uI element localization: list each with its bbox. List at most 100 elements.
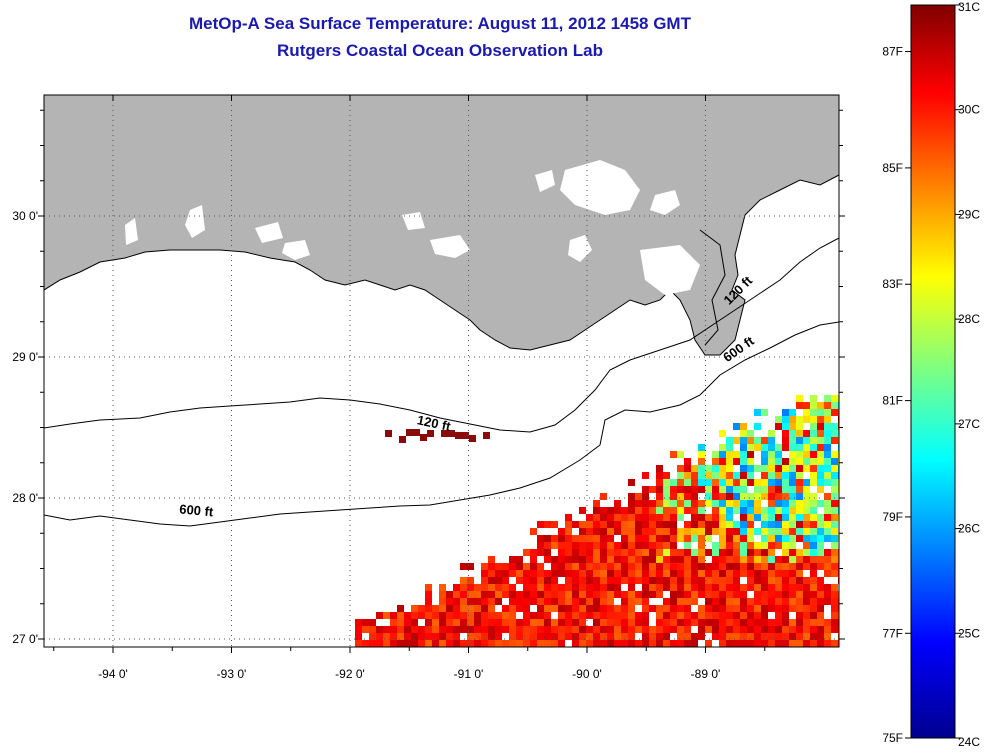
sst-pixel bbox=[782, 493, 789, 500]
sst-pixel bbox=[544, 535, 551, 542]
sst-pixel bbox=[810, 465, 817, 472]
sst-pixel bbox=[565, 612, 572, 619]
sst-pixel bbox=[740, 619, 747, 626]
sst-pixel bbox=[656, 626, 663, 633]
sst-pixel bbox=[677, 591, 684, 598]
sst-pixel bbox=[502, 577, 509, 584]
sst-pixel bbox=[383, 633, 390, 640]
sst-pixel bbox=[810, 416, 817, 423]
sst-pixel bbox=[572, 521, 579, 528]
sst-pixel bbox=[726, 577, 733, 584]
sst-pixel bbox=[712, 493, 719, 500]
sst-pixel bbox=[607, 598, 614, 605]
sst-pixel bbox=[726, 444, 733, 451]
sst-pixel bbox=[705, 640, 712, 647]
sst-pixel bbox=[677, 598, 684, 605]
sst-pixel bbox=[628, 584, 635, 591]
sst-pixel bbox=[600, 493, 607, 500]
sst-pixel bbox=[684, 486, 691, 493]
sst-pixel bbox=[481, 619, 488, 626]
sst-pixel bbox=[474, 626, 481, 633]
sst-pixel bbox=[397, 612, 404, 619]
sst-pixel bbox=[474, 591, 481, 598]
x-tick-label: -90 0' bbox=[572, 667, 602, 681]
sst-pixel bbox=[586, 598, 593, 605]
sst-pixel bbox=[635, 563, 642, 570]
sst-pixel bbox=[803, 542, 810, 549]
sst-pixel bbox=[803, 549, 810, 556]
sst-pixel bbox=[439, 626, 446, 633]
sst-pixel bbox=[768, 570, 775, 577]
sst-pixel bbox=[460, 577, 467, 584]
sst-pixel bbox=[810, 584, 817, 591]
sst-pixel bbox=[600, 570, 607, 577]
sst-pixel bbox=[474, 612, 481, 619]
sst-pixel bbox=[565, 591, 572, 598]
sst-pixel bbox=[649, 640, 656, 647]
sst-pixel bbox=[824, 626, 831, 633]
sst-pixel bbox=[399, 436, 406, 443]
sst-pixel bbox=[677, 577, 684, 584]
sst-pixel bbox=[628, 563, 635, 570]
sst-pixel bbox=[691, 514, 698, 521]
sst-pixel bbox=[502, 563, 509, 570]
sst-pixel bbox=[607, 563, 614, 570]
sst-pixel bbox=[544, 598, 551, 605]
sst-pixel bbox=[607, 612, 614, 619]
sst-pixel bbox=[789, 549, 796, 556]
sst-pixel bbox=[572, 542, 579, 549]
sst-pixel bbox=[670, 486, 677, 493]
sst-pixel bbox=[663, 605, 670, 612]
sst-pixel bbox=[614, 626, 621, 633]
sst-pixel bbox=[719, 514, 726, 521]
sst-pixel bbox=[502, 619, 509, 626]
sst-pixel bbox=[677, 514, 684, 521]
sst-pixel bbox=[628, 577, 635, 584]
sst-pixel bbox=[579, 577, 586, 584]
sst-pixel bbox=[817, 465, 824, 472]
sst-pixel bbox=[663, 577, 670, 584]
sst-pixel bbox=[369, 619, 376, 626]
sst-pixel bbox=[593, 521, 600, 528]
sst-pixel bbox=[467, 640, 474, 647]
sst-pixel bbox=[831, 542, 838, 549]
sst-pixel bbox=[572, 563, 579, 570]
sst-pixel bbox=[621, 605, 628, 612]
sst-pixel bbox=[439, 619, 446, 626]
sst-pixel bbox=[649, 563, 656, 570]
sst-pixel bbox=[698, 633, 705, 640]
sst-pixel bbox=[502, 591, 509, 598]
sst-pixel bbox=[614, 500, 621, 507]
sst-pixel bbox=[768, 591, 775, 598]
sst-pixel bbox=[719, 584, 726, 591]
sst-pixel bbox=[516, 591, 523, 598]
sst-pixel bbox=[831, 479, 838, 486]
sst-pixel bbox=[733, 437, 740, 444]
sst-pixel bbox=[733, 458, 740, 465]
sst-pixel bbox=[411, 626, 418, 633]
sst-pixel bbox=[635, 514, 642, 521]
sst-pixel bbox=[495, 633, 502, 640]
sst-pixel bbox=[579, 507, 586, 514]
sst-pixel bbox=[775, 640, 782, 647]
sst-pixel bbox=[803, 633, 810, 640]
sst-pixel bbox=[747, 493, 754, 500]
sst-pixel bbox=[523, 626, 530, 633]
contour-120ft-west bbox=[44, 237, 839, 433]
sst-pixel bbox=[621, 570, 628, 577]
sst-pixel bbox=[642, 640, 649, 647]
sst-pixel bbox=[579, 521, 586, 528]
sst-pixel bbox=[635, 612, 642, 619]
sst-pixel bbox=[544, 605, 551, 612]
sst-pixel bbox=[600, 507, 607, 514]
sst-pixel bbox=[726, 542, 733, 549]
sst-pixel bbox=[733, 486, 740, 493]
sst-pixel bbox=[782, 437, 789, 444]
sst-pixel bbox=[621, 556, 628, 563]
sst-pixel bbox=[831, 500, 838, 507]
sst-pixel bbox=[495, 640, 502, 647]
sst-pixel bbox=[705, 584, 712, 591]
sst-pixel bbox=[453, 612, 460, 619]
sst-pixel bbox=[768, 465, 775, 472]
sst-pixel bbox=[537, 535, 544, 542]
